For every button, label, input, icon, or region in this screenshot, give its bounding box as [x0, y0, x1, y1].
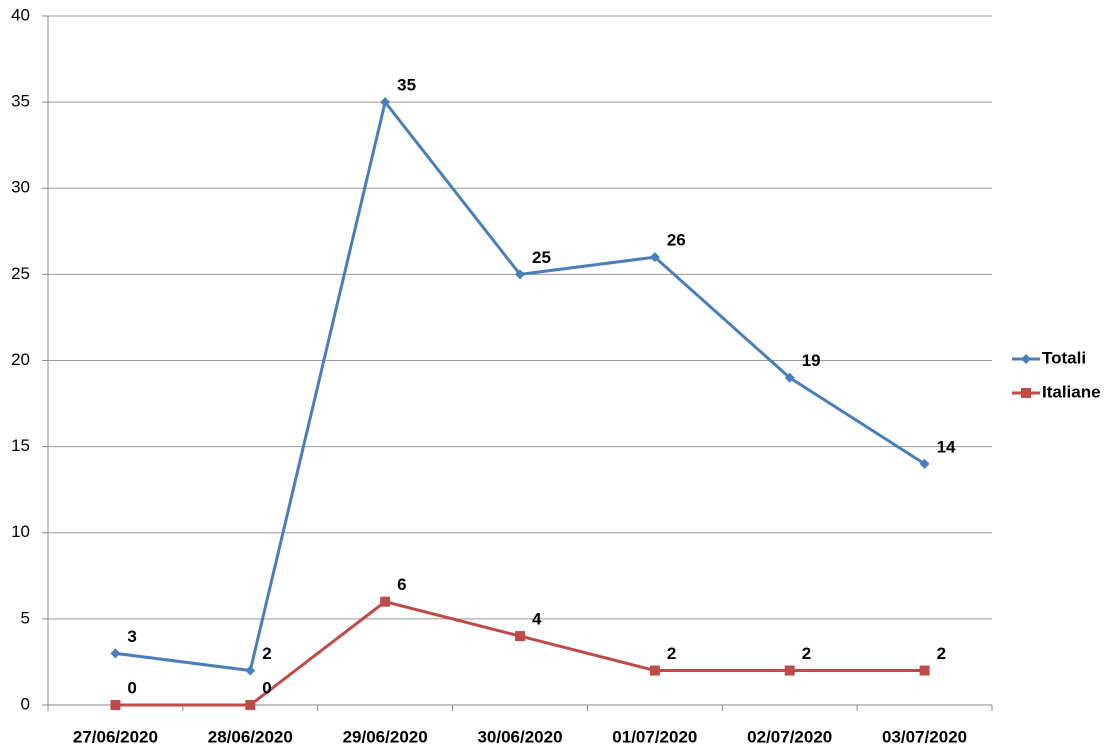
- data-label: 14: [937, 437, 956, 456]
- marker: [1021, 354, 1031, 364]
- marker: [784, 665, 795, 676]
- marker: [110, 700, 121, 710]
- x-tick-label: 28/06/2020: [208, 727, 293, 746]
- marker: [515, 269, 525, 280]
- y-tick-label: 5: [21, 608, 30, 627]
- y-tick-label: 35: [11, 92, 30, 111]
- y-tick-label: 0: [21, 694, 30, 713]
- data-label: 2: [802, 644, 811, 663]
- marker: [380, 596, 391, 607]
- data-label: 26: [667, 231, 686, 250]
- y-tick-label: 40: [11, 5, 30, 24]
- series-line: [115, 98, 926, 673]
- x-tick-label: 02/07/2020: [747, 727, 832, 746]
- data-label: 35: [397, 76, 416, 95]
- data-label: 25: [532, 248, 551, 267]
- data-label: 2: [262, 644, 271, 663]
- x-tick-label: 27/06/2020: [73, 727, 158, 746]
- data-label: 0: [262, 678, 271, 697]
- data-label: 3: [127, 627, 136, 646]
- legend-label: Totali: [1042, 348, 1086, 367]
- x-tick-label: 30/06/2020: [477, 727, 562, 746]
- y-tick-label: 30: [11, 178, 30, 197]
- marker: [919, 458, 930, 469]
- x-tick-label: 03/07/2020: [882, 727, 967, 746]
- marker: [919, 665, 930, 676]
- y-tick-label: 10: [11, 522, 30, 541]
- marker: [1021, 388, 1031, 398]
- x-tick-label: 29/06/2020: [343, 727, 428, 746]
- marker: [380, 97, 391, 108]
- data-label: 2: [937, 644, 946, 663]
- marker: [649, 252, 660, 263]
- data-label: 19: [802, 351, 821, 370]
- marker: [245, 665, 256, 676]
- x-tick-label: 01/07/2020: [612, 727, 697, 746]
- y-tick-label: 25: [11, 264, 30, 283]
- marker: [110, 648, 121, 659]
- data-label: 2: [667, 644, 676, 663]
- legend-label: Italiane: [1042, 382, 1101, 401]
- marker: [649, 665, 660, 676]
- y-tick-label: 15: [11, 436, 30, 455]
- y-tick-label: 20: [11, 350, 30, 369]
- marker: [515, 631, 525, 642]
- marker: [245, 700, 256, 710]
- marker: [784, 372, 795, 383]
- data-label: 4: [532, 610, 542, 629]
- data-label: 6: [397, 575, 406, 594]
- data-label: 0: [127, 678, 136, 697]
